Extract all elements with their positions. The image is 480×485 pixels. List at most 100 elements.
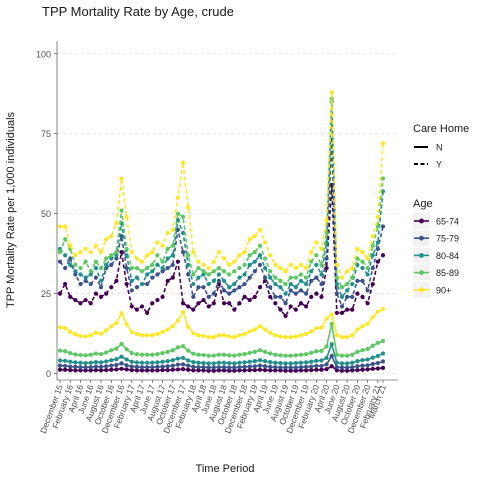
data-point (283, 301, 288, 306)
data-point (63, 265, 68, 271)
data-point (350, 365, 355, 370)
data-point (119, 249, 124, 255)
data-point (68, 329, 73, 335)
data-point (211, 259, 216, 264)
data-point (155, 368, 160, 373)
data-point (257, 363, 263, 368)
data-point (242, 364, 247, 369)
data-point (355, 246, 360, 251)
data-point (88, 360, 93, 365)
data-point (114, 346, 119, 351)
data-point (109, 358, 114, 363)
data-point (191, 364, 196, 369)
data-point (237, 368, 242, 373)
data-point (83, 259, 88, 264)
data-point (283, 368, 288, 373)
data-point (93, 275, 98, 280)
data-point (216, 272, 222, 277)
data-point (252, 259, 257, 264)
data-point (98, 294, 104, 299)
data-point (257, 324, 263, 329)
data-point (134, 256, 139, 261)
data-point (293, 275, 298, 280)
data-point (211, 278, 216, 283)
data-point (360, 348, 365, 353)
data-point (150, 262, 155, 267)
data-point (268, 275, 273, 280)
data-point (221, 278, 227, 283)
data-point (114, 256, 119, 261)
data-point (227, 301, 232, 306)
data-point (252, 367, 257, 373)
data-point (170, 243, 175, 248)
data-point (78, 333, 83, 338)
data-point (129, 351, 134, 356)
data-point (350, 294, 355, 299)
data-point (134, 331, 139, 337)
data-point (78, 365, 83, 370)
data-point (201, 285, 206, 290)
data-point (196, 360, 201, 365)
data-point (98, 331, 104, 337)
data-point (186, 324, 191, 330)
data-point (124, 347, 129, 352)
data-point (145, 360, 150, 365)
data-point (211, 291, 216, 296)
data-point (268, 351, 273, 356)
data-point (206, 304, 211, 309)
data-point (268, 359, 273, 365)
data-point (191, 307, 196, 312)
data-point (191, 281, 196, 287)
data-point (114, 221, 119, 226)
data-point (370, 366, 375, 371)
data-point (304, 304, 309, 309)
data-point (375, 214, 380, 219)
data-point (360, 358, 365, 363)
data-point (365, 272, 370, 277)
data-point (114, 253, 119, 258)
data-point (155, 364, 160, 369)
chart-title: TPP Mortality Rate by Age, crude (42, 4, 234, 19)
data-point (114, 357, 119, 362)
data-point (165, 278, 170, 283)
data-point (88, 272, 93, 277)
data-point (298, 288, 304, 293)
data-point (221, 333, 227, 338)
data-point (139, 368, 145, 373)
data-point (268, 330, 273, 335)
data-point (319, 325, 324, 330)
data-point (216, 352, 222, 357)
data-point (129, 364, 134, 369)
data-point (119, 311, 124, 316)
data-point (278, 365, 283, 370)
data-point (257, 285, 263, 290)
data-point (93, 243, 98, 248)
data-point (252, 269, 257, 274)
data-point (355, 349, 360, 354)
data-point (355, 364, 360, 369)
data-point (109, 367, 114, 372)
data-point (298, 352, 304, 357)
data-point (298, 301, 304, 306)
legend-item-age: 65-74 (413, 213, 459, 229)
data-point (339, 361, 345, 366)
data-point (150, 301, 155, 306)
data-point (350, 333, 355, 338)
data-point (186, 358, 191, 363)
data-point (242, 368, 247, 373)
data-point (88, 281, 93, 287)
data-point (273, 368, 278, 373)
data-point (170, 253, 175, 258)
data-point (278, 360, 283, 366)
data-point (68, 359, 73, 364)
data-point (334, 291, 339, 296)
data-point (221, 352, 227, 357)
data-point (150, 365, 155, 370)
data-point (232, 281, 237, 287)
data-point (201, 262, 206, 267)
data-point (350, 265, 355, 271)
legend-item-care-home: Y (414, 160, 442, 170)
data-point (216, 365, 222, 370)
data-point (329, 342, 334, 347)
data-point (73, 360, 78, 365)
